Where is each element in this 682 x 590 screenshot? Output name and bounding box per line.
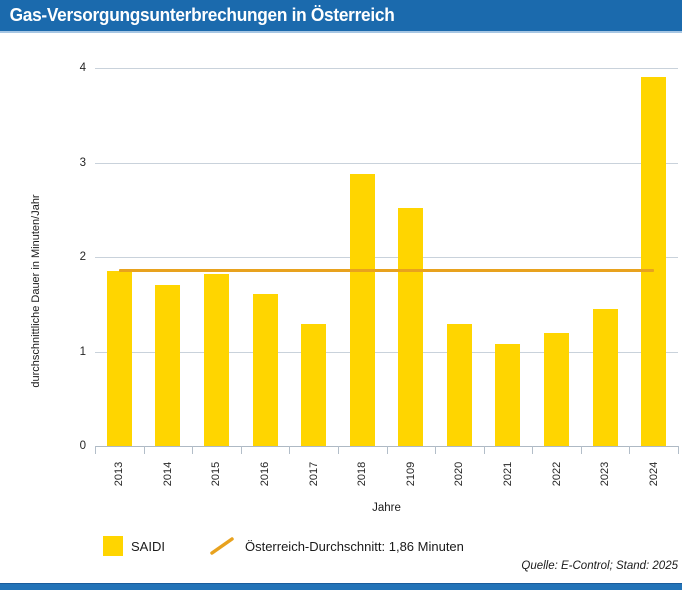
- x-tick-label: 2021: [501, 461, 514, 487]
- bar-2013: [106, 271, 132, 446]
- x-axis-tick: [337, 446, 339, 454]
- source-note: Quelle: E-Control; Stand: 2025: [521, 560, 678, 572]
- x-axis-tick: [192, 446, 194, 454]
- x-axis-tick: [580, 446, 582, 454]
- legend: SAIDI Österreich-Durchschnitt: 1,86 Minu…: [103, 535, 464, 557]
- bar-2024: [641, 77, 667, 446]
- x-axis-tick: [143, 446, 145, 454]
- bar-2014: [155, 285, 181, 446]
- bar-2018: [349, 173, 375, 446]
- x-tick-label: 2015: [210, 461, 223, 487]
- gridline-y2: [95, 257, 678, 258]
- page-title: Gas-Versorgungsunterbrechungen in Österr…: [9, 5, 395, 25]
- bar-2017: [301, 324, 327, 446]
- bar-2109: [398, 207, 424, 446]
- x-axis-title: Jahre: [372, 502, 401, 514]
- x-tick-label: 2014: [161, 461, 174, 487]
- legend-average-label: Österreich-Durchschnitt: 1,86 Minuten: [244, 538, 464, 554]
- x-axis-tick: [678, 446, 679, 454]
- y-tick-label: 0: [79, 440, 86, 452]
- legend-saidi-label: SAIDI: [131, 538, 165, 554]
- bar-2020: [446, 324, 472, 446]
- x-tick-label: 2024: [647, 461, 660, 487]
- x-tick-label: 2109: [404, 461, 417, 487]
- bar-2022: [544, 332, 570, 446]
- y-tick-label: 1: [79, 345, 86, 358]
- gridline-y4: [95, 68, 678, 69]
- x-tick-label: 2013: [113, 461, 126, 487]
- title-bar: Gas-Versorgungsunterbrechungen in Österr…: [0, 0, 682, 33]
- gridline-y3: [95, 162, 678, 164]
- x-tick-label: 2018: [356, 461, 369, 487]
- x-axis-tick: [629, 446, 631, 454]
- bar-2021: [495, 343, 521, 446]
- bottom-accent-bar: [0, 583, 682, 590]
- x-tick-label: 2023: [599, 461, 612, 487]
- x-tick-label: 2022: [550, 461, 563, 487]
- x-axis-tick: [435, 446, 437, 454]
- x-tick-label: 2020: [453, 461, 466, 487]
- bar-2015: [203, 274, 229, 446]
- bar-2016: [252, 293, 278, 446]
- x-axis-tick: [483, 446, 485, 454]
- average-line-icon: [210, 537, 234, 555]
- gridline-y1: [95, 351, 678, 353]
- x-axis-tick: [532, 446, 534, 454]
- bar-2023: [592, 308, 618, 446]
- y-tick-label: 2: [79, 251, 86, 263]
- y-tick-label: 4: [79, 62, 86, 74]
- x-tick-label: 2017: [307, 461, 320, 487]
- x-axis-tick: [95, 446, 96, 454]
- chart-area: durchschnittliche Dauer in Minuten/Jahr …: [0, 35, 682, 578]
- y-tick-label: 3: [79, 156, 86, 169]
- x-axis-tick: [289, 446, 291, 454]
- x-tick-label: 2016: [259, 461, 272, 487]
- saidi-swatch-icon: [103, 536, 123, 556]
- average-line: [119, 268, 654, 272]
- plot-area: 0 1 2 3 4 2013 2014 2015 2016 2017 2018 2109 2020 202…: [0, 35, 682, 578]
- x-axis-tick: [386, 446, 388, 454]
- x-axis-tick: [240, 446, 242, 454]
